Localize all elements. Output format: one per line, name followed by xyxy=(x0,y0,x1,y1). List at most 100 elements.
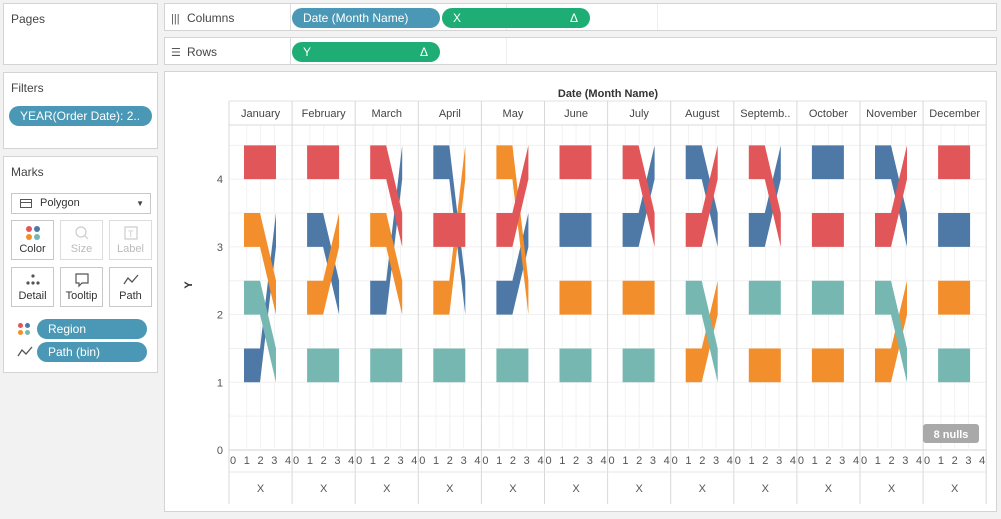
mark-polygon-east[interactable] xyxy=(685,280,718,383)
x-axis-title: X xyxy=(825,483,833,495)
mark-polygon-south[interactable] xyxy=(244,145,276,180)
x-tick-label: 1 xyxy=(370,455,376,467)
mark-polygon-central[interactable] xyxy=(496,213,529,315)
y-axis-title: Y xyxy=(183,281,195,289)
mark-polygon-east[interactable] xyxy=(875,280,907,383)
x-tick-label: 4 xyxy=(664,455,670,467)
columns-shelf[interactable]: ||| Columns Date (Month Name) X Δ xyxy=(164,3,997,31)
x-tick-label: 3 xyxy=(397,455,403,467)
mark-polygon-south[interactable] xyxy=(559,145,592,180)
mark-polygon-south[interactable] xyxy=(685,145,718,247)
mark-polygon-south[interactable] xyxy=(938,145,971,180)
label-button[interactable]: T Label xyxy=(109,220,152,260)
path-icon xyxy=(110,268,151,288)
chevron-down-icon: ▼ xyxy=(136,199,144,208)
mark-polygon-east[interactable] xyxy=(370,213,403,315)
x-tick-label: 4 xyxy=(601,455,607,467)
mark-polygon-south[interactable] xyxy=(496,145,529,247)
mark-polygon-central[interactable] xyxy=(748,145,781,247)
mark-polygon-east[interactable] xyxy=(811,348,844,383)
mark-polygon-central[interactable] xyxy=(622,145,655,247)
mark-polygon-south[interactable] xyxy=(433,213,466,247)
x-tick-label: 0 xyxy=(356,455,362,467)
x-axis-title: X xyxy=(257,483,265,495)
mark-polygon-central[interactable] xyxy=(811,145,844,180)
mark-polygon-west[interactable] xyxy=(433,348,466,383)
detail-button[interactable]: Detail xyxy=(11,267,54,307)
mark-polygon-south[interactable] xyxy=(811,213,844,247)
mark-polygon-east[interactable] xyxy=(559,280,592,315)
x-tick-label: 4 xyxy=(790,455,796,467)
x-tick-label: 4 xyxy=(979,455,985,467)
mark-polygon-south[interactable] xyxy=(622,145,655,247)
path-button[interactable]: Path xyxy=(109,267,152,307)
mark-polygon-south[interactable] xyxy=(307,145,340,180)
mark-polygon-central[interactable] xyxy=(559,213,592,247)
mark-polygon-east[interactable] xyxy=(622,280,655,315)
mark-polygon-west[interactable] xyxy=(748,280,781,315)
date-month-name-pill[interactable]: Date (Month Name) xyxy=(292,8,440,28)
mark-polygon-west[interactable] xyxy=(244,280,276,383)
svg-text:T: T xyxy=(128,229,134,239)
color-button[interactable]: Color xyxy=(11,220,54,260)
mark-polygon-west[interactable] xyxy=(307,348,340,383)
x-tick-label: 4 xyxy=(916,455,922,467)
region-field-pill[interactable]: Region xyxy=(37,319,147,339)
x-axis-title: X xyxy=(951,483,959,495)
nulls-badge[interactable]: 8 nulls xyxy=(923,424,979,443)
marks-card: Marks Polygon ▼ Color Size T Label Detai… xyxy=(3,156,158,373)
size-button[interactable]: Size xyxy=(60,220,103,260)
mark-polygon-west[interactable] xyxy=(370,348,403,383)
month-header-label: August xyxy=(685,108,719,120)
column-header-title: Date (Month Name) xyxy=(558,88,659,100)
mark-polygon-south[interactable] xyxy=(875,145,907,247)
detail-dots-icon xyxy=(12,268,53,288)
path-button-label: Path xyxy=(119,290,142,302)
y-pill[interactable]: Y Δ xyxy=(292,42,440,62)
x-tick-label: 2 xyxy=(762,455,768,467)
path-bin-field-pill[interactable]: Path (bin) xyxy=(37,342,147,362)
mark-polygon-central[interactable] xyxy=(938,213,971,247)
x-tick-label: 0 xyxy=(482,455,488,467)
filter-pill-year-order-date[interactable]: YEAR(Order Date): 2.. xyxy=(9,106,152,126)
nulls-badge-label: 8 nulls xyxy=(934,429,969,441)
shelf-divider xyxy=(290,4,291,30)
x-tick-label: 1 xyxy=(749,455,755,467)
mark-polygon-east[interactable] xyxy=(938,280,971,315)
mark-polygon-central[interactable] xyxy=(307,213,340,315)
x-tick-label: 0 xyxy=(735,455,741,467)
label-button-label: Label xyxy=(117,243,144,255)
x-pill[interactable]: X Δ xyxy=(442,8,590,28)
rows-shelf[interactable]: ☰ Rows Y Δ xyxy=(164,37,997,65)
tooltip-button[interactable]: Tooltip xyxy=(60,267,103,307)
x-tick-label: 4 xyxy=(727,455,733,467)
rows-shelf-label: ☰ Rows xyxy=(171,45,218,59)
mark-polygon-central[interactable] xyxy=(875,145,907,247)
mark-polygon-west[interactable] xyxy=(559,348,592,383)
mark-polygon-east[interactable] xyxy=(307,213,340,315)
x-tick-label: 3 xyxy=(587,455,593,467)
x-tick-label: 2 xyxy=(952,455,958,467)
mark-polygon-east[interactable] xyxy=(748,348,781,383)
x-axis-title: X xyxy=(635,483,643,495)
mark-polygon-central[interactable] xyxy=(244,213,276,383)
mark-polygon-west[interactable] xyxy=(875,280,907,383)
mark-polygon-east[interactable] xyxy=(496,145,529,315)
x-tick-label: 3 xyxy=(650,455,656,467)
mark-polygon-west[interactable] xyxy=(811,280,844,315)
mark-polygon-west[interactable] xyxy=(496,348,529,383)
mark-polygon-west[interactable] xyxy=(685,280,718,383)
mark-polygon-central[interactable] xyxy=(685,145,718,247)
mark-polygon-central[interactable] xyxy=(370,145,403,315)
color-button-label: Color xyxy=(19,243,46,255)
viz-card: Date (Month Name) Y 0 1 2 3 4 January 0 1 2 3 4 X Fe… xyxy=(164,71,997,512)
mark-polygon-south[interactable] xyxy=(370,145,403,247)
mark-type-dropdown[interactable]: Polygon ▼ xyxy=(11,193,151,214)
tooltip-icon xyxy=(61,268,102,288)
mark-polygon-west[interactable] xyxy=(938,348,971,383)
mark-polygon-west[interactable] xyxy=(622,348,655,383)
x-tick-label: 0 xyxy=(609,455,615,467)
mark-polygon-south[interactable] xyxy=(748,145,781,247)
mark-polygon-east[interactable] xyxy=(244,213,276,315)
